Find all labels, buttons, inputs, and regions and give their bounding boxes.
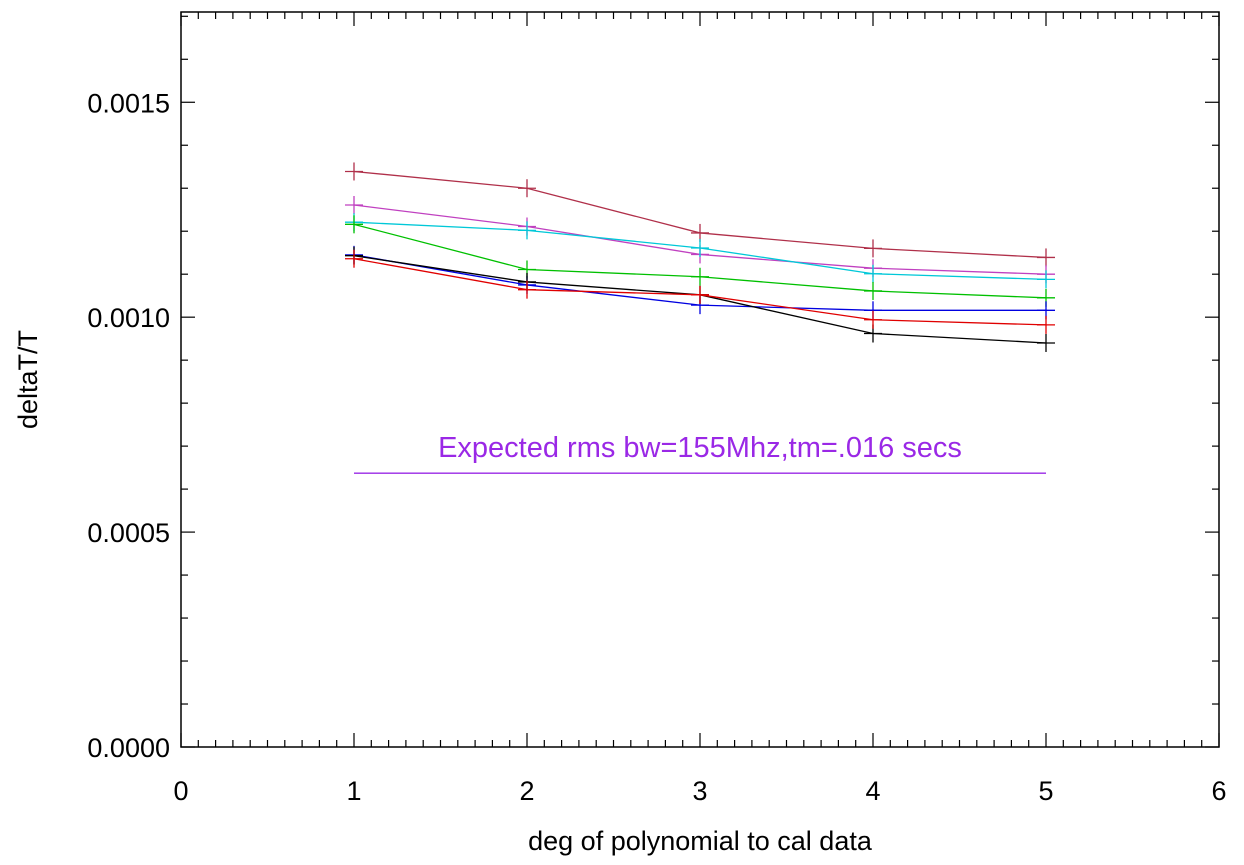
data-point (1037, 270, 1055, 289)
data-point (518, 280, 536, 299)
y-tick-label: 0.0005 (87, 518, 170, 548)
data-point (345, 215, 363, 234)
series-group (345, 162, 1055, 352)
x-tick-label: 4 (865, 776, 880, 806)
x-tick-label: 5 (1038, 776, 1053, 806)
x-axis-title: deg of polynomial to cal data (528, 826, 873, 856)
x-tick-label: 3 (692, 776, 707, 806)
data-point (691, 267, 709, 286)
y-tick-label: 0.0010 (87, 303, 170, 333)
data-point (518, 179, 536, 198)
series-7 (345, 249, 1055, 334)
plot-frame (180, 11, 1220, 748)
x-tick-label: 6 (1211, 776, 1226, 806)
y-tick-label: 0.0015 (87, 88, 170, 118)
y-axis-title: deltaT/T (13, 330, 43, 429)
data-point (1037, 315, 1055, 334)
series-1 (345, 162, 1055, 267)
data-point (691, 238, 709, 257)
data-point (345, 195, 363, 214)
data-point (1037, 333, 1055, 352)
x-tick-label: 1 (346, 776, 361, 806)
y-tick-label: 0.0000 (87, 733, 170, 763)
data-point (864, 310, 882, 329)
data-point (691, 285, 709, 304)
data-point (1037, 248, 1055, 267)
x-tick-label: 0 (173, 776, 188, 806)
data-point (518, 221, 536, 240)
data-point (691, 223, 709, 242)
data-point (345, 249, 363, 268)
data-point (864, 281, 882, 300)
data-point (864, 264, 882, 283)
data-point (345, 162, 363, 181)
axes: 0 1 2 3 4 5 6 0.0000 0.0005 0.0010 0.0015 (87, 11, 1227, 806)
x-tick-label: 2 (519, 776, 534, 806)
annotation-group: Expected rms bw=155Mhz,tm=.016 secs (354, 432, 1046, 474)
data-point (864, 239, 882, 258)
annotation-text: Expected rms bw=155Mhz,tm=.016 secs (438, 432, 962, 464)
